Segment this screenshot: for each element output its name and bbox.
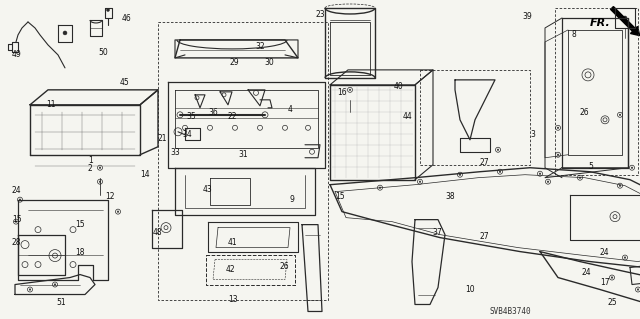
- Text: 32: 32: [255, 42, 264, 51]
- Text: 9: 9: [290, 195, 295, 204]
- Circle shape: [117, 211, 119, 212]
- Circle shape: [106, 9, 109, 11]
- Text: 22: 22: [228, 112, 237, 121]
- Text: 8: 8: [572, 30, 577, 39]
- Text: 39: 39: [522, 12, 532, 21]
- Text: 41: 41: [228, 238, 237, 247]
- Circle shape: [637, 289, 639, 290]
- Text: 28: 28: [12, 238, 22, 247]
- FancyArrow shape: [611, 7, 639, 36]
- Circle shape: [99, 167, 101, 168]
- Text: 15: 15: [335, 192, 344, 201]
- Text: 29: 29: [230, 58, 239, 67]
- Text: 42: 42: [226, 264, 236, 274]
- Circle shape: [631, 167, 633, 168]
- Text: 17: 17: [600, 278, 610, 286]
- Text: 2: 2: [88, 164, 93, 173]
- Text: 35: 35: [186, 112, 196, 121]
- Text: 38: 38: [445, 192, 454, 201]
- Text: 16: 16: [337, 88, 347, 97]
- Text: 18: 18: [75, 248, 84, 256]
- Circle shape: [29, 289, 31, 290]
- Text: 40: 40: [394, 82, 404, 91]
- Circle shape: [620, 185, 621, 187]
- Text: 30: 30: [264, 58, 274, 67]
- Text: 49: 49: [12, 50, 22, 59]
- Circle shape: [19, 199, 20, 200]
- Text: 11: 11: [46, 100, 56, 109]
- Text: 24: 24: [600, 248, 610, 256]
- Text: 15: 15: [75, 220, 84, 229]
- Circle shape: [15, 221, 17, 222]
- Circle shape: [349, 89, 351, 91]
- Text: 34: 34: [182, 130, 192, 139]
- Text: 51: 51: [56, 298, 66, 307]
- Circle shape: [497, 149, 499, 151]
- Circle shape: [557, 127, 559, 129]
- Circle shape: [460, 174, 461, 175]
- Circle shape: [419, 181, 421, 182]
- Text: 48: 48: [153, 228, 163, 237]
- Text: 27: 27: [480, 158, 490, 167]
- Text: 27: 27: [480, 232, 490, 241]
- Text: 12: 12: [105, 192, 115, 201]
- Text: FR.: FR.: [590, 18, 611, 28]
- Circle shape: [63, 31, 67, 35]
- Circle shape: [623, 16, 627, 20]
- Text: 15: 15: [12, 215, 22, 224]
- Text: 3: 3: [530, 130, 535, 139]
- Text: 26: 26: [580, 108, 589, 117]
- Text: 45: 45: [120, 78, 130, 87]
- Circle shape: [624, 257, 626, 258]
- Circle shape: [547, 181, 548, 182]
- Text: SVB4B3740: SVB4B3740: [490, 308, 532, 316]
- Text: 14: 14: [140, 170, 150, 179]
- Text: 13: 13: [228, 294, 237, 303]
- Text: 50: 50: [98, 48, 108, 57]
- Text: 25: 25: [608, 298, 618, 307]
- Text: 31: 31: [238, 150, 248, 159]
- Text: 37: 37: [432, 228, 442, 237]
- Text: 24: 24: [12, 186, 22, 195]
- Circle shape: [579, 177, 581, 179]
- Text: 24: 24: [582, 268, 591, 277]
- Text: 46: 46: [122, 14, 132, 23]
- Circle shape: [54, 284, 56, 285]
- Text: 4: 4: [288, 105, 293, 114]
- Text: 5: 5: [588, 162, 593, 171]
- Text: 44: 44: [403, 112, 413, 121]
- Circle shape: [620, 114, 621, 115]
- Circle shape: [379, 187, 381, 189]
- Circle shape: [611, 277, 613, 278]
- Text: 26: 26: [280, 262, 290, 271]
- Circle shape: [99, 181, 101, 182]
- Text: 36: 36: [208, 108, 218, 117]
- Text: 33: 33: [170, 148, 180, 157]
- Text: 10: 10: [465, 285, 475, 293]
- Circle shape: [499, 171, 501, 173]
- Text: 21: 21: [158, 134, 168, 143]
- Circle shape: [557, 154, 559, 156]
- Text: 23: 23: [315, 10, 324, 19]
- Text: 43: 43: [203, 185, 212, 194]
- Circle shape: [540, 173, 541, 174]
- Text: 1: 1: [88, 156, 93, 165]
